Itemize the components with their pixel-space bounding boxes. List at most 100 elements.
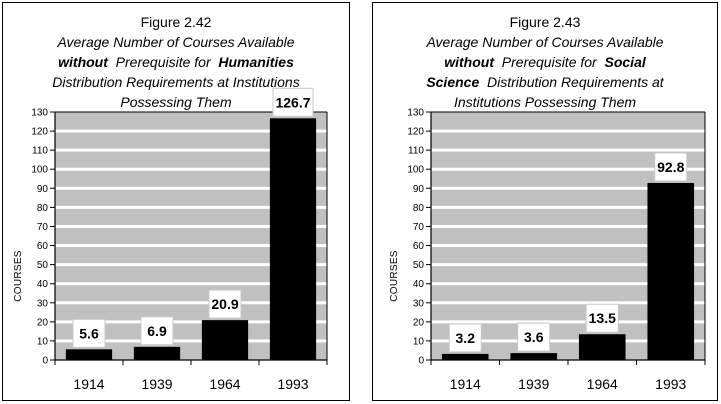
data-label-box [208, 289, 242, 319]
gridline [431, 244, 705, 248]
gridline [431, 148, 705, 152]
y-tick-label: 60 [413, 241, 425, 252]
y-tick-label: 50 [37, 260, 49, 271]
chart-subtitle: Average Number of Courses Available witho… [3, 32, 349, 112]
data-label-box [72, 318, 106, 348]
bar-1914 [441, 353, 489, 360]
subtitle-emphasis: without [58, 54, 108, 70]
x-tick-label: 1964 [209, 376, 240, 392]
bar-1993 [647, 182, 695, 360]
y-axis-label: COURSES [13, 250, 24, 302]
gridline [431, 205, 705, 209]
figure-2-43-panel: Figure 2.43 Average Number of Courses Av… [372, 2, 718, 401]
y-tick-label: 70 [413, 222, 425, 233]
bar-1939 [133, 346, 181, 360]
y-tick-label: 90 [37, 184, 49, 195]
y-tick-label: 110 [32, 146, 48, 157]
data-label: 126.7 [275, 94, 310, 110]
gridline [431, 339, 705, 343]
gridline [431, 129, 705, 133]
subtitle-text: Prerequisite for [107, 54, 219, 70]
data-label-box [654, 152, 688, 182]
gridline [431, 263, 705, 267]
bar-1939 [510, 353, 558, 360]
y-tick-label: 110 [408, 146, 424, 157]
subtitle-line: without Prerequisite for Humanities [3, 52, 349, 72]
bar-1964 [201, 320, 249, 360]
x-tick-label: 1939 [141, 376, 172, 392]
gridline [55, 282, 327, 286]
gridline [431, 224, 705, 228]
gridline [431, 301, 705, 305]
bar-1993 [269, 118, 317, 361]
chart-title-block: Figure 2.43 Average Number of Courses Av… [373, 13, 717, 112]
data-label: 13.5 [589, 310, 616, 326]
bar-1914 [65, 349, 113, 360]
y-tick-label: 20 [413, 317, 425, 328]
y-tick-label: 130 [407, 108, 424, 119]
x-tick-label: 1993 [277, 376, 308, 392]
y-tick-label: 80 [413, 203, 425, 214]
gridline [55, 205, 327, 209]
y-tick-label: 70 [37, 222, 49, 233]
data-label: 20.9 [211, 296, 238, 312]
x-tick-label: 1939 [518, 376, 549, 392]
y-tick-label: 0 [42, 356, 48, 367]
subtitle-emphasis: Humanities [218, 54, 294, 70]
gridline [55, 339, 327, 343]
y-tick-label: 50 [413, 260, 425, 271]
subtitle-text: Institutions Possessing Them [453, 94, 637, 110]
subtitle-line: Possessing Them [3, 92, 349, 112]
chart-title-block: Figure 2.42 Average Number of Courses Av… [3, 13, 349, 112]
y-tick-label: 120 [31, 127, 48, 138]
bar-chart-social-science: 3.2 1914 3.6 1939 13.5 1964 92.8 1993 0 10 20 30 40 5… [389, 108, 706, 392]
gridline [431, 282, 705, 286]
gridline [55, 129, 327, 133]
y-tick-label: 80 [37, 203, 49, 214]
y-tick-label: 10 [37, 336, 49, 347]
data-label: 5.6 [79, 325, 99, 341]
x-tick-label: 1914 [450, 376, 481, 392]
gridline [55, 301, 327, 305]
gridline [55, 148, 327, 152]
subtitle-text: Possessing Them [120, 94, 232, 110]
data-label-box [448, 323, 482, 353]
subtitle-emphasis: Science [426, 74, 480, 90]
y-tick-label: 10 [413, 336, 425, 347]
data-label-box [140, 316, 174, 346]
y-tick-label: 100 [31, 165, 48, 176]
y-tick-label: 130 [31, 108, 48, 119]
y-tick-label: 30 [413, 298, 425, 309]
figure-label: Figure 2.43 [509, 14, 581, 30]
x-tick-label: 1914 [73, 376, 104, 392]
subtitle-emphasis: without [444, 54, 494, 70]
y-tick-label: 40 [413, 279, 425, 290]
subtitle-line: without Prerequisite for Social [373, 52, 717, 72]
subtitle-line: Distribution Requirements at Institution… [3, 72, 349, 92]
data-label: 3.2 [456, 330, 476, 346]
gridline [431, 167, 705, 171]
y-tick-label: 0 [418, 356, 424, 367]
subtitle-line: Institutions Possessing Them [373, 92, 717, 112]
data-label-box [517, 322, 551, 352]
subtitle-line: Science Distribution Requirements at [373, 72, 717, 92]
data-label: 6.9 [147, 323, 167, 339]
subtitle-text: Average Number of Courses Available [57, 34, 295, 50]
y-tick-label: 60 [37, 241, 49, 252]
y-tick-label: 120 [407, 127, 424, 138]
y-tick-label: 20 [37, 317, 49, 328]
subtitle-text: Average Number of Courses Available [426, 34, 664, 50]
data-label: 92.8 [657, 159, 684, 175]
data-label: 3.6 [524, 329, 544, 345]
y-tick-label: 40 [37, 279, 49, 290]
data-label-box [272, 87, 314, 117]
figure-2-42-panel: Figure 2.42 Average Number of Courses Av… [2, 2, 350, 401]
gridline [55, 186, 327, 190]
bar-1964 [578, 334, 626, 360]
gridline [55, 320, 327, 324]
x-tick-label: 1964 [587, 376, 618, 392]
data-label-box [585, 303, 619, 333]
gridline [55, 224, 327, 228]
gridline [431, 186, 705, 190]
subtitle-emphasis: Social [604, 54, 646, 70]
